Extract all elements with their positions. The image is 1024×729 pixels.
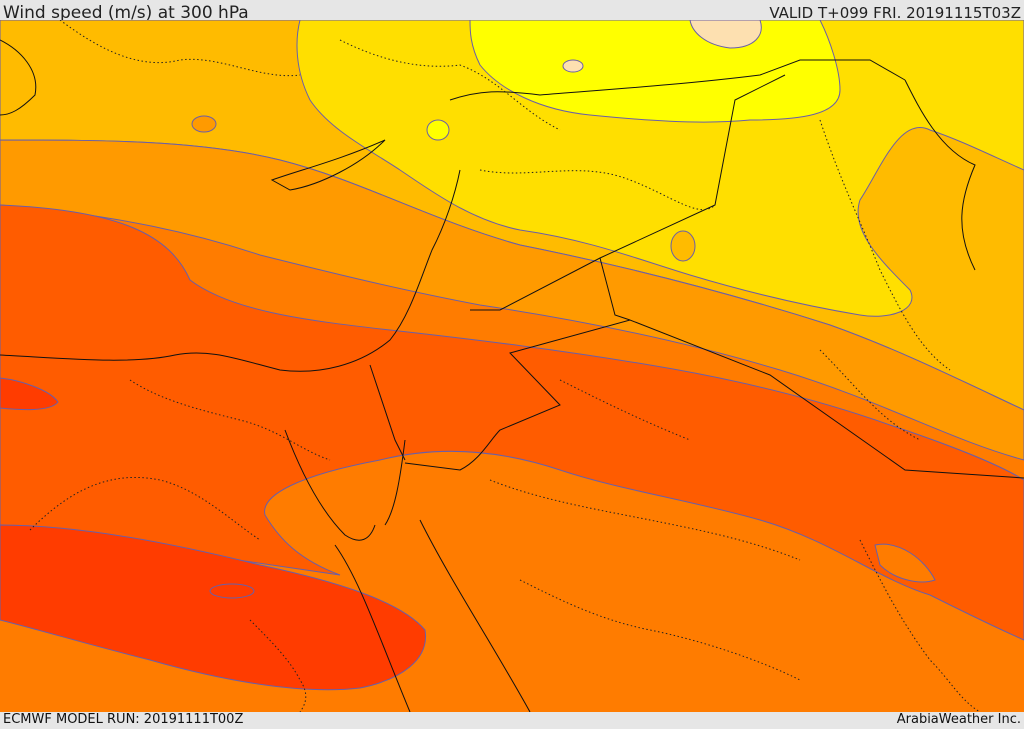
- border-iraq-iran: [904, 79, 976, 271]
- coastline-gulf-aqaba: [384, 439, 406, 526]
- credit: ArabiaWeather Inc.: [896, 712, 1021, 727]
- admin-dotted-5: [129, 379, 331, 461]
- map-title: Wind speed (m/s) at 300 hPa: [3, 3, 249, 23]
- model-run: ECMWF MODEL RUN: 20191111T00Z: [3, 712, 244, 727]
- admin-dotted-4: [819, 119, 951, 371]
- patch-red-small: [209, 583, 255, 599]
- patch-light-small: [562, 59, 584, 73]
- patch-red-west: [0, 377, 59, 411]
- wind-speed-map: [0, 20, 1024, 712]
- admin-dotted-7: [489, 479, 801, 561]
- patch-amber-small: [191, 115, 217, 133]
- border-saudi-jordan: [404, 319, 1024, 479]
- admin-dotted-11: [559, 379, 691, 441]
- coastline-cyprus: [270, 139, 386, 191]
- border-jordan-iraq: [599, 257, 631, 321]
- border-egypt-israel: [369, 364, 406, 461]
- coastline-aegean: [0, 39, 37, 116]
- patch-orange-east: [874, 543, 936, 583]
- patch-gold-small-1: [426, 119, 450, 141]
- admin-dotted-6: [29, 476, 261, 541]
- coastline-red-sea: [334, 544, 411, 712]
- region-light-peak: [689, 20, 762, 49]
- band-red: [0, 524, 427, 691]
- region-gold: [296, 20, 1024, 317]
- border-turkey-syria: [449, 59, 906, 101]
- border-iraq-syria: [470, 74, 786, 311]
- admin-dotted-2: [339, 39, 561, 131]
- patch-gold-small-2: [670, 230, 696, 262]
- band-red-orange: [0, 204, 1024, 641]
- admin-dotted-12: [819, 349, 921, 441]
- coastline-gulf-suez: [284, 429, 376, 541]
- admin-dotted-10: [859, 539, 981, 712]
- coastline-mediterranean: [0, 169, 461, 372]
- coastline-east: [419, 519, 531, 712]
- valid-time: VALID T+099 FRI. 20191115T03Z: [769, 4, 1021, 22]
- admin-dotted-9: [249, 619, 307, 712]
